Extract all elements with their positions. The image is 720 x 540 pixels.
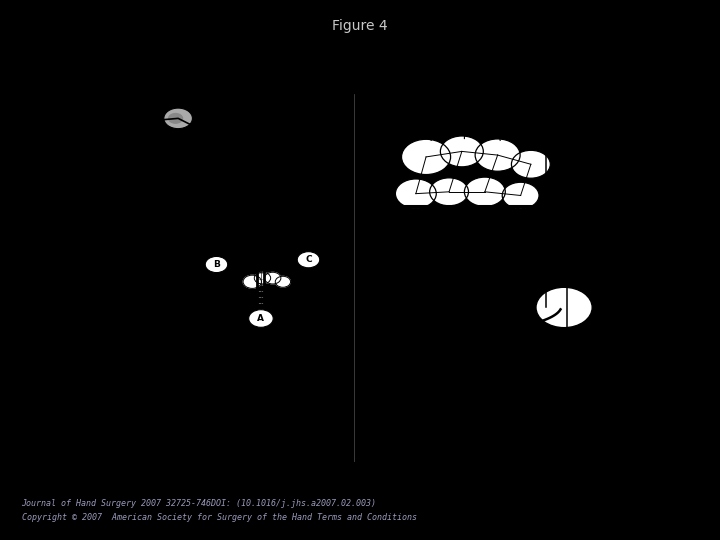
Circle shape [441,136,483,167]
Circle shape [464,177,505,206]
Circle shape [264,272,281,284]
Circle shape [254,272,271,284]
Text: DORSAL
CAPSULE
INCISIONS: DORSAL CAPSULE INCISIONS [127,267,187,303]
Circle shape [395,179,436,208]
Circle shape [536,287,592,328]
Text: A: A [114,435,128,453]
Text: B: B [213,260,220,269]
Circle shape [205,256,228,273]
Text: A: A [258,314,264,323]
Circle shape [164,108,192,129]
Circle shape [275,276,291,287]
Circle shape [297,252,320,268]
Circle shape [402,139,451,174]
Text: Figure 4: Figure 4 [332,19,388,33]
Text: Journal of Hand Surgery 2007 32725-746DOI: (10.1016/j.jhs.a2007.02.003): Journal of Hand Surgery 2007 32725-746DO… [22,498,377,508]
Circle shape [511,150,550,178]
Text: C: C [305,255,312,264]
Circle shape [430,178,469,206]
Circle shape [168,113,183,124]
Text: Inverted-T
capsular
incision: Inverted-T capsular incision [366,225,415,261]
Text: Copyright © 2007  American Society for Surgery of the Hand Terms and Conditions: Copyright © 2007 American Society for Su… [22,512,417,522]
Text: B: B [357,435,371,453]
Circle shape [243,275,261,288]
Circle shape [248,309,273,327]
Circle shape [475,139,520,171]
Circle shape [503,183,539,208]
